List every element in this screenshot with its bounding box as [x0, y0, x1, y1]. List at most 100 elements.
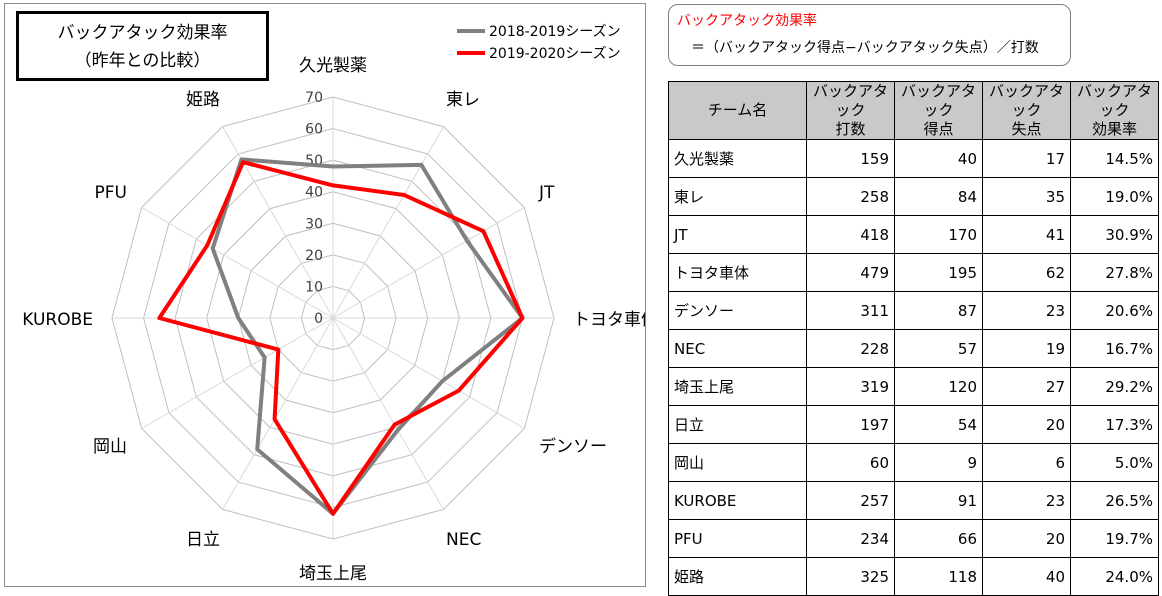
legend: 2018-2019シーズン 2019-2020シーズン [457, 20, 621, 64]
cell-efficiency: 24.0% [1071, 558, 1159, 596]
legend-swatch-2018 [457, 29, 485, 33]
formula-box: バックアタック効果率 ＝（バックアタック得点−バックアタック失点）／打数 [668, 4, 1071, 66]
cell-attempts: 258 [807, 178, 895, 216]
cell-team: PFU [669, 520, 807, 558]
category-label: 日立 [186, 530, 220, 550]
cell-errors: 23 [983, 292, 1071, 330]
chart-panel: 010203040506070久光製薬東レJTトヨタ車体デンソーNEC埼玉上尾日… [4, 3, 646, 587]
cell-attempts: 311 [807, 292, 895, 330]
cell-attempts: 319 [807, 368, 895, 406]
cell-errors: 23 [983, 482, 1071, 520]
cell-errors: 20 [983, 406, 1071, 444]
category-label: NEC [446, 530, 481, 550]
r-tick-label: 20 [305, 248, 323, 264]
cell-team: 姫路 [669, 558, 807, 596]
cell-errors: 41 [983, 216, 1071, 254]
cell-points: 9 [895, 444, 983, 482]
legend-swatch-2019 [457, 51, 485, 55]
cell-points: 40 [895, 140, 983, 178]
cell-attempts: 479 [807, 254, 895, 292]
category-label: KUROBE [22, 310, 93, 330]
header-efficiency: バックアタック効果率 [1071, 82, 1159, 140]
cell-efficiency: 19.0% [1071, 178, 1159, 216]
cell-errors: 19 [983, 330, 1071, 368]
header-points: バックアタック得点 [895, 82, 983, 140]
cell-efficiency: 14.5% [1071, 140, 1159, 178]
series-line-2019 [159, 162, 522, 514]
header-attempts: バックアタック打数 [807, 82, 895, 140]
cell-team: 日立 [669, 406, 807, 444]
cell-efficiency: 30.9% [1071, 216, 1159, 254]
category-label: 東レ [446, 90, 480, 110]
stats-table: チーム名 バックアタック打数 バックアタック得点 バックアタック失点 バックアタ… [668, 81, 1159, 596]
cell-attempts: 325 [807, 558, 895, 596]
cell-errors: 6 [983, 444, 1071, 482]
category-label: 姫路 [186, 90, 220, 110]
cell-efficiency: 5.0% [1071, 444, 1159, 482]
cell-attempts: 197 [807, 406, 895, 444]
cell-points: 195 [895, 254, 983, 292]
legend-label-2019: 2019-2020シーズン [489, 43, 621, 63]
legend-label-2018: 2018-2019シーズン [489, 21, 621, 41]
cell-points: 91 [895, 482, 983, 520]
cell-errors: 62 [983, 254, 1071, 292]
header-errors: バックアタック失点 [983, 82, 1071, 140]
category-label: JT [538, 183, 555, 203]
cell-attempts: 257 [807, 482, 895, 520]
radar-chart: 010203040506070久光製薬東レJTトヨタ車体デンソーNEC埼玉上尾日… [5, 4, 645, 586]
cell-points: 84 [895, 178, 983, 216]
cell-points: 87 [895, 292, 983, 330]
chart-title-line-2: （昨年との比較） [19, 47, 266, 75]
cell-points: 170 [895, 216, 983, 254]
r-tick-label: 10 [305, 279, 323, 295]
r-tick-label: 70 [305, 90, 323, 106]
cell-attempts: 228 [807, 330, 895, 368]
cell-team: 久光製薬 [669, 140, 807, 178]
cell-errors: 27 [983, 368, 1071, 406]
r-tick-label: 30 [305, 216, 323, 232]
cell-points: 54 [895, 406, 983, 444]
r-tick-label: 60 [305, 122, 323, 138]
cell-points: 120 [895, 368, 983, 406]
legend-item-2018: 2018-2019シーズン [457, 20, 621, 42]
cell-team: 埼玉上尾 [669, 368, 807, 406]
cell-team: デンソー [669, 292, 807, 330]
formula-title: バックアタック効果率 [677, 10, 817, 30]
cell-errors: 35 [983, 178, 1071, 216]
r-tick-label: 40 [305, 185, 323, 201]
cell-attempts: 234 [807, 520, 895, 558]
category-label: 埼玉上尾 [299, 564, 367, 584]
category-label: トヨタ車体 [573, 310, 645, 330]
cell-team: 岡山 [669, 444, 807, 482]
cell-team: JT [669, 216, 807, 254]
cell-team: NEC [669, 330, 807, 368]
category-label: PFU [95, 183, 127, 203]
cell-points: 57 [895, 330, 983, 368]
cell-team: KUROBE [669, 482, 807, 520]
header-team: チーム名 [669, 82, 807, 140]
table-header-row: チーム名 バックアタック打数 バックアタック得点 バックアタック失点 バックアタ… [669, 82, 1159, 140]
cell-points: 118 [895, 558, 983, 596]
cell-team: トヨタ車体 [669, 254, 807, 292]
cell-efficiency: 29.2% [1071, 368, 1159, 406]
cell-errors: 20 [983, 520, 1071, 558]
cell-attempts: 60 [807, 444, 895, 482]
category-label: 久光製薬 [299, 56, 367, 76]
cell-attempts: 418 [807, 216, 895, 254]
category-label: デンソー [539, 436, 607, 457]
cell-efficiency: 27.8% [1071, 254, 1159, 292]
legend-item-2019: 2019-2020シーズン [457, 42, 621, 64]
chart-title-box: バックアタック効果率 （昨年との比較） [16, 11, 269, 81]
chart-title-line-1: バックアタック効果率 [19, 19, 266, 47]
